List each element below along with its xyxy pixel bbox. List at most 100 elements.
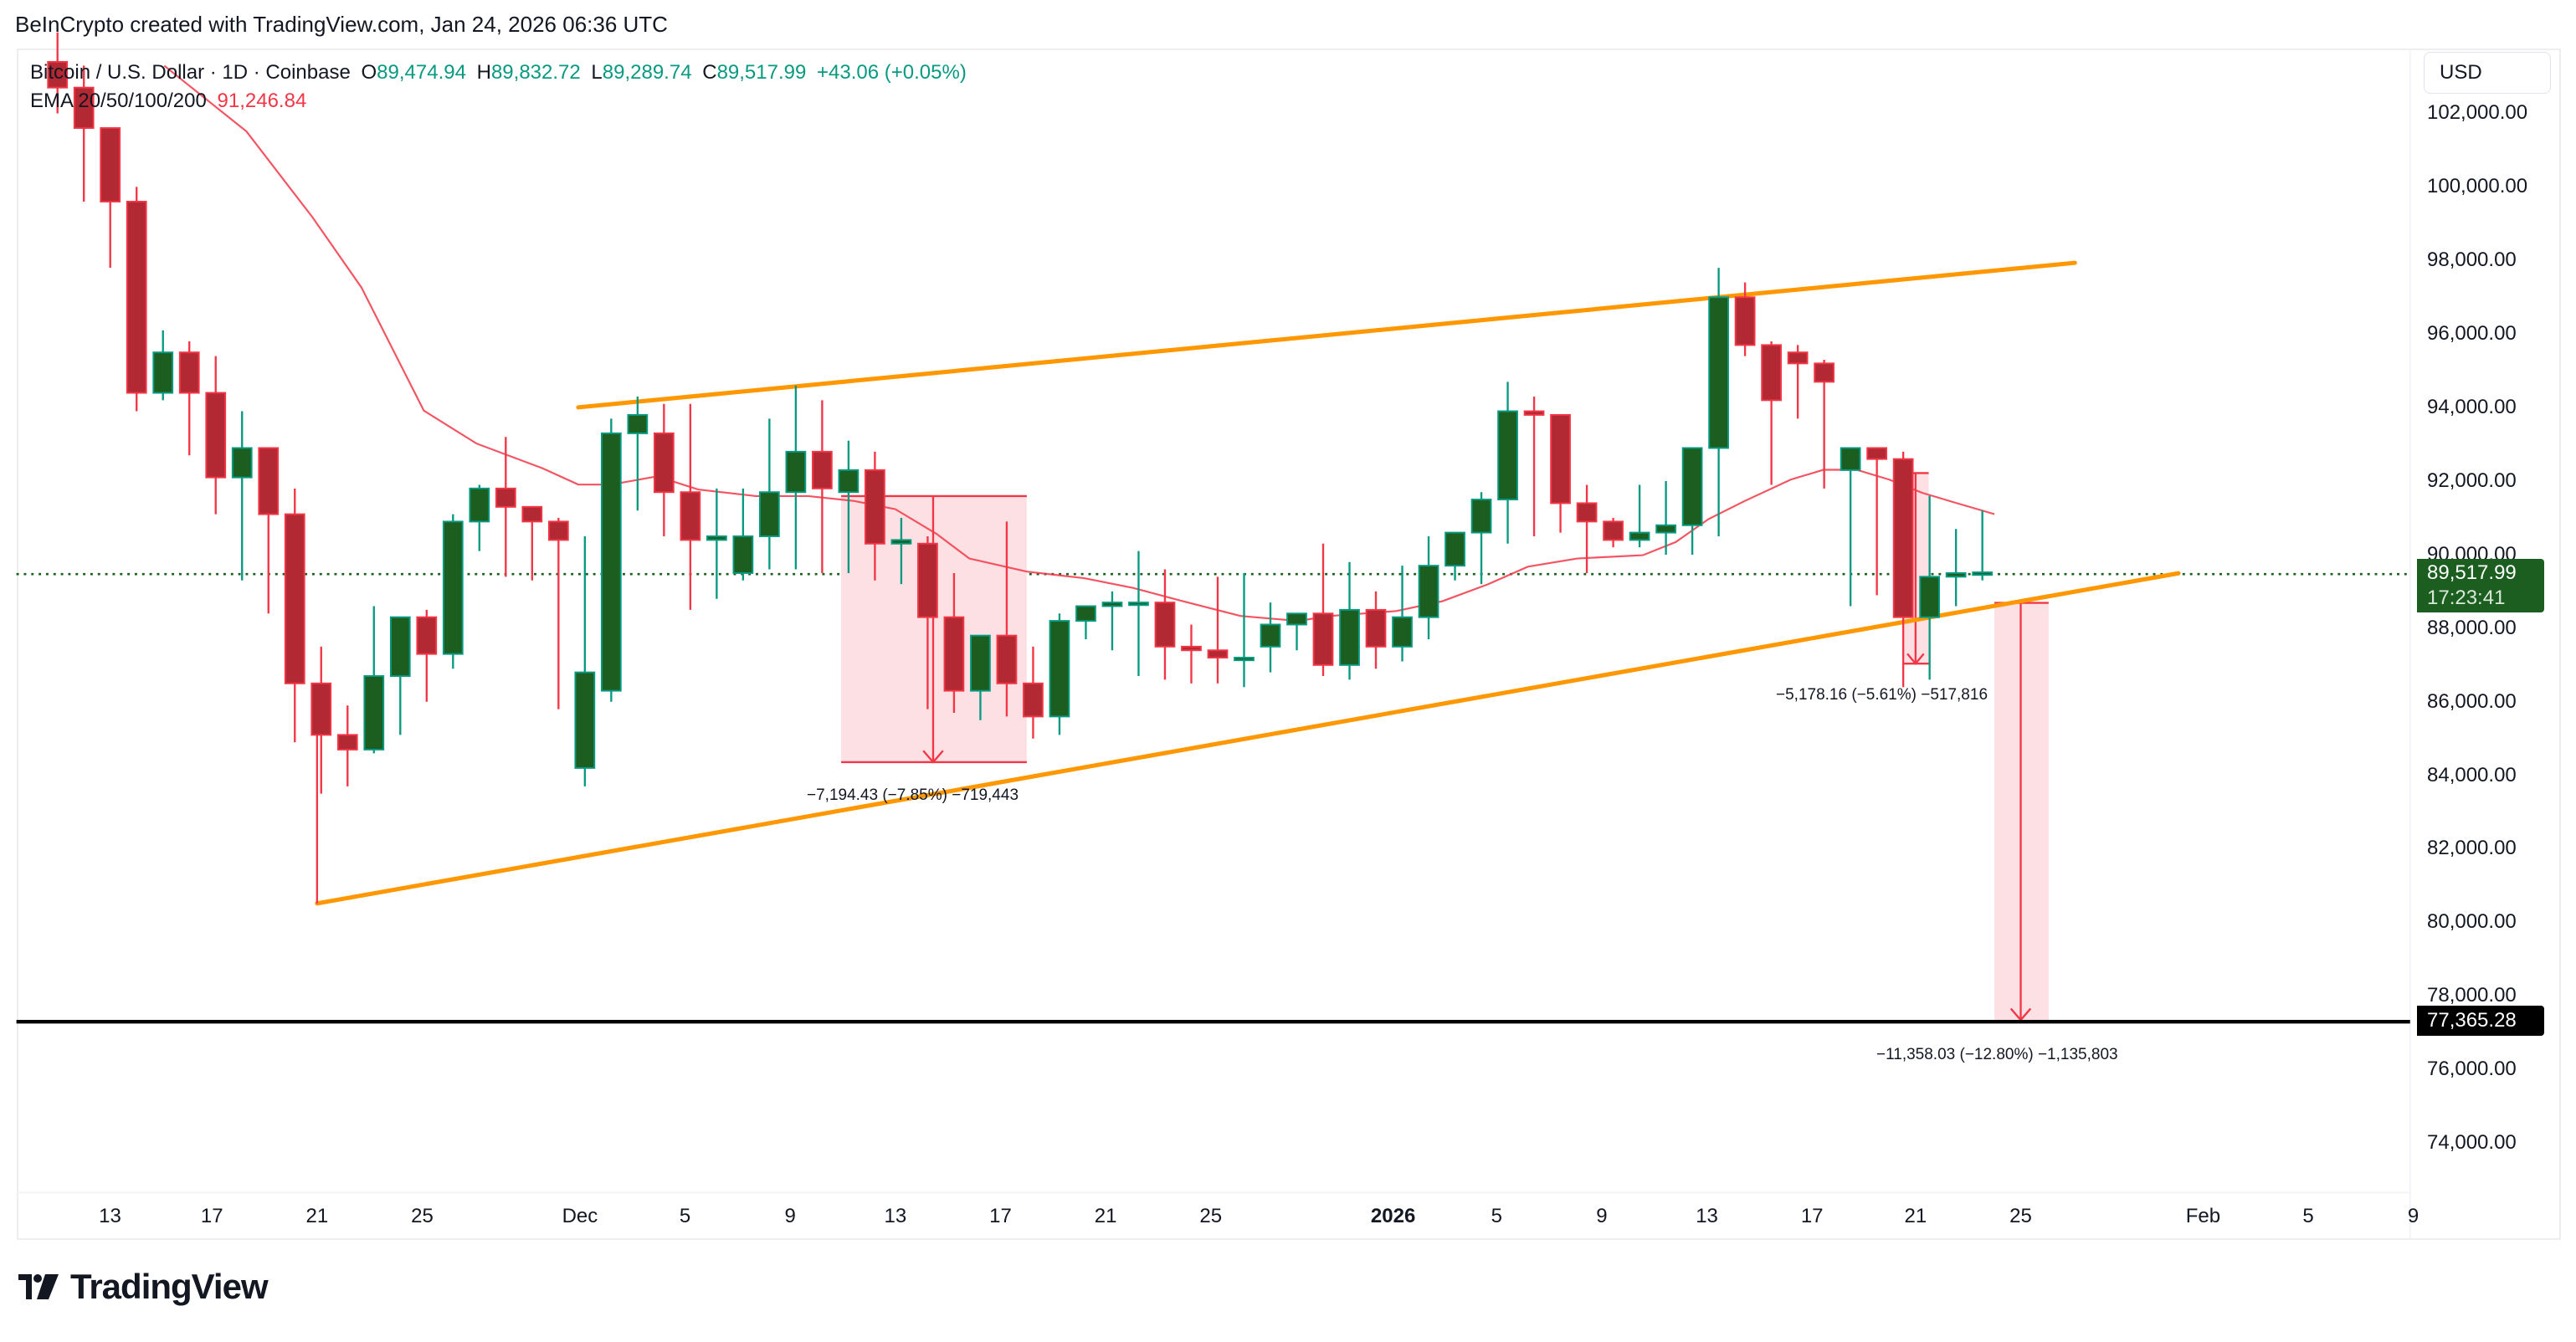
time-tick-label: 13 — [884, 1205, 907, 1227]
candle — [680, 491, 701, 541]
time-tick-label: Feb — [2185, 1205, 2221, 1227]
price-tick-label: 96,000.00 — [2427, 322, 2517, 346]
low-value: 89,289.74 — [602, 61, 692, 84]
candle — [100, 127, 121, 202]
candle — [363, 675, 385, 750]
symbol-row: Bitcoin / U.S. Dollar · 1D · Coinbase O 8… — [30, 59, 972, 87]
candle — [627, 413, 649, 434]
candle — [1603, 520, 1624, 541]
candle — [1840, 447, 1861, 471]
high-value: 89,832.72 — [490, 61, 581, 84]
ema-20-line — [163, 64, 1995, 622]
time-tick-label: 25 — [1199, 1205, 1223, 1227]
time-tick-label: 9 — [784, 1205, 796, 1227]
candle — [812, 450, 833, 489]
candle — [1234, 657, 1255, 662]
price-tick-label: 78,000.00 — [2427, 984, 2517, 1007]
candle — [205, 392, 227, 479]
time-tick-label: 5 — [2302, 1205, 2314, 1227]
price-tick-label: 100,000.00 — [2427, 175, 2528, 198]
candle — [1260, 623, 1281, 648]
ema-indicator-title[interactable]: EMA 20/50/100/200 — [30, 90, 207, 112]
candle — [1154, 602, 1176, 648]
time-tick-label: 25 — [411, 1205, 434, 1227]
candle — [1339, 608, 1360, 666]
candle — [1734, 296, 1756, 346]
candle — [890, 539, 912, 545]
candle — [416, 616, 438, 655]
wedge-lower-trendline[interactable] — [315, 571, 2181, 906]
ema-row: EMA 20/50/100/200 91,246.84 — [30, 87, 972, 115]
candle — [1181, 645, 1202, 652]
price-tick-label: 84,000.00 — [2427, 763, 2517, 786]
tradingview-logo-icon — [18, 1274, 59, 1299]
ema-value: 91,246.84 — [217, 90, 307, 112]
time-tick-label: 17 — [1800, 1205, 1824, 1227]
time-tick-label: Dec — [562, 1205, 598, 1227]
candle — [1655, 524, 1676, 534]
candle — [838, 469, 860, 494]
candle — [231, 447, 253, 479]
candle — [1972, 571, 1994, 576]
candle — [600, 432, 622, 692]
candle — [1576, 502, 1598, 523]
brand-name: TradingView — [70, 1267, 269, 1306]
candle — [1866, 447, 1888, 460]
candle — [732, 535, 754, 574]
price-tick-label: 98,000.00 — [2427, 248, 2517, 272]
candle — [1814, 362, 1835, 383]
candle — [653, 432, 675, 494]
candle — [152, 351, 174, 394]
candle — [1075, 605, 1096, 622]
measure-range-3[interactable] — [1994, 602, 2049, 1022]
close-value: 89,517.99 — [716, 61, 807, 84]
time-tick-label: 17 — [989, 1205, 1012, 1227]
price-tick-label: 82,000.00 — [2427, 837, 2517, 860]
time-tick-label: 21 — [1904, 1205, 1927, 1227]
price-tick-label: 76,000.00 — [2427, 1058, 2517, 1081]
candle — [1945, 571, 1967, 578]
current-price-tag: 89,517.99 17:23:41 — [2417, 559, 2544, 612]
candle — [521, 505, 543, 523]
candle — [943, 616, 965, 692]
low-label: L — [591, 61, 603, 84]
measure-label-1: −7,194.43 (−7.85%) −719,443 — [807, 786, 1019, 804]
candle — [389, 616, 411, 678]
time-tick-label: 2026 — [1370, 1205, 1416, 1227]
candle — [785, 450, 807, 494]
candle — [1919, 576, 1941, 618]
time-tick-label: 5 — [1491, 1205, 1502, 1227]
target-price-tag: 77,365.28 — [2417, 1006, 2544, 1036]
symbol-title[interactable]: Bitcoin / U.S. Dollar · 1D · Coinbase — [30, 61, 351, 84]
candle — [1629, 531, 1650, 541]
tradingview-logo[interactable]: TradingView — [18, 1267, 269, 1307]
candle — [1681, 447, 1703, 526]
bar-countdown: 17:23:41 — [2427, 586, 2506, 609]
candle — [1787, 351, 1809, 365]
candle — [1708, 296, 1729, 449]
price-tick-label: 80,000.00 — [2427, 910, 2517, 934]
candle — [1023, 682, 1044, 718]
candle — [917, 542, 938, 618]
open-label: O — [361, 61, 377, 84]
candle — [759, 491, 780, 537]
currency-selector[interactable]: USD — [2424, 52, 2551, 94]
candle — [1365, 608, 1387, 648]
time-tick-label: 9 — [1596, 1205, 1608, 1227]
price-tick-label: 86,000.00 — [2427, 689, 2517, 713]
candlestick-series — [47, 32, 1994, 794]
candle — [1470, 499, 1492, 534]
chart-legend: Bitcoin / U.S. Dollar · 1D · Coinbase O 8… — [30, 59, 972, 115]
candle — [706, 535, 727, 541]
change-value: +43.06 (+0.05%) — [817, 61, 967, 84]
price-tick-label: 92,000.00 — [2427, 469, 2517, 492]
candle — [1445, 531, 1465, 567]
candle — [126, 200, 147, 394]
price-tick-label: 74,000.00 — [2427, 1131, 2517, 1155]
wedge-upper-trendline[interactable] — [576, 260, 2077, 410]
candle — [1101, 602, 1123, 607]
candle — [1286, 612, 1307, 626]
candle — [1550, 413, 1571, 505]
candle — [996, 634, 1018, 684]
